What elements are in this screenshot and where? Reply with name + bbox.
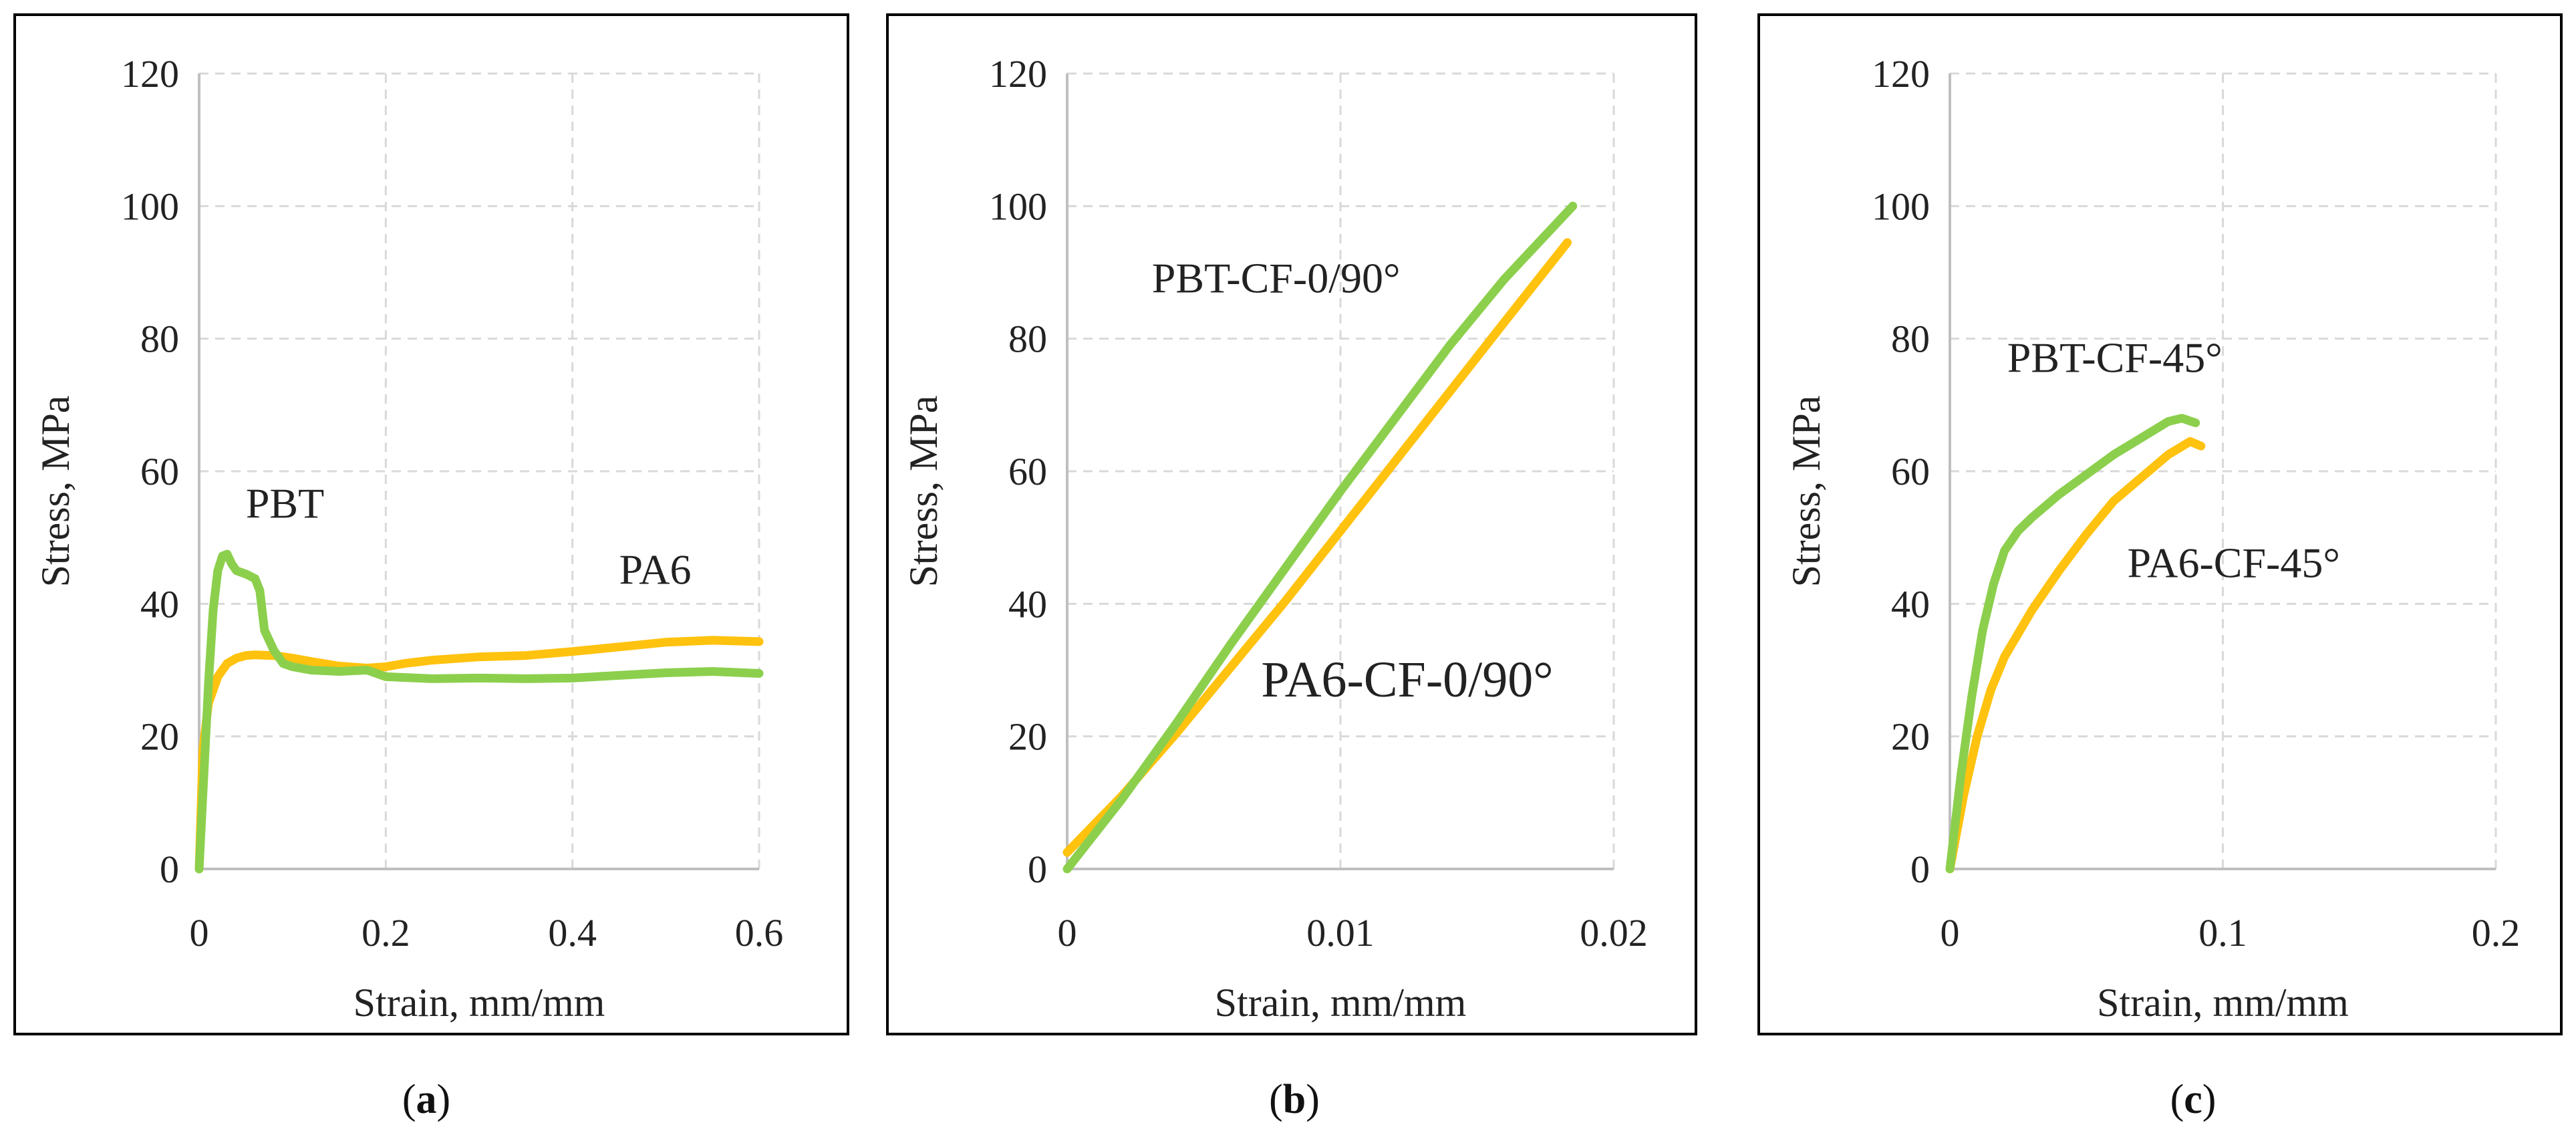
- panel-frame: [886, 13, 1697, 1035]
- y-tick-label: 100: [121, 184, 179, 228]
- y-tick-label: 60: [1891, 450, 1930, 493]
- y-tick-label: 40: [140, 582, 179, 626]
- caption-close: ): [437, 1077, 451, 1122]
- caption-open: (: [2170, 1077, 2184, 1122]
- y-tick-label: 0: [1910, 848, 1930, 891]
- annotation-label: PA6-CF-0/90°: [1261, 652, 1553, 708]
- y-tick-label: 80: [1891, 318, 1930, 361]
- y-tick-label: 20: [140, 715, 179, 759]
- y-tick-label: 40: [1891, 582, 1930, 626]
- series-line-pbt: [1062, 201, 1578, 874]
- series-line-pbt: [194, 549, 764, 874]
- y-tick-label: 60: [1008, 450, 1047, 493]
- y-axis-label: Stress, MPa: [33, 396, 78, 588]
- y-tick-label: 120: [989, 52, 1047, 96]
- y-tick-label: 20: [1008, 715, 1047, 759]
- annotation-label: PBT: [246, 479, 324, 527]
- y-axis-label: Stress, MPa: [901, 396, 946, 588]
- x-axis-label: Strain, mm/mm: [1215, 981, 1467, 1025]
- y-tick-label: 40: [1008, 582, 1047, 626]
- caption-letter: c: [2184, 1077, 2202, 1122]
- caption-open: (: [1269, 1077, 1283, 1122]
- series-line-pa6: [194, 636, 764, 874]
- y-tick-label: 0: [1028, 848, 1047, 891]
- x-tick-label: 0.2: [362, 911, 410, 955]
- x-tick-label: 0.2: [2472, 911, 2521, 955]
- y-tick-label: 100: [989, 184, 1047, 228]
- x-axis-label: Strain, mm/mm: [2097, 981, 2349, 1025]
- annotation-label: PA6-CF-45°: [2128, 539, 2340, 587]
- panel-frame: [13, 13, 849, 1035]
- y-tick-label: 120: [121, 52, 179, 96]
- x-tick-label: 0.01: [1306, 911, 1375, 955]
- panel-c: 0 20 40 60 80 100 120 0 0.1 0.2 Strain, mm/mm Stres…: [1757, 13, 2563, 1122]
- y-tick-label: 80: [140, 318, 179, 361]
- x-tick-label: 0: [1058, 911, 1077, 955]
- panel-caption: (c): [2170, 1077, 2216, 1122]
- annotation-label: PBT-CF-45°: [2007, 334, 2223, 381]
- caption-letter: b: [1283, 1077, 1306, 1122]
- panel-frame: [1757, 13, 2563, 1035]
- y-tick-label: 20: [1891, 715, 1930, 759]
- x-tick-label: 0: [1941, 911, 1960, 955]
- panel-b: 0 20 40 60 80 100 120 0 0.01 0.02 Strain, mm/mm Str…: [886, 13, 1697, 1122]
- series-line-pa6: [1062, 238, 1572, 857]
- panel-a: 0 20 40 60 80 100 120 0 0.2 0.4 0.6 Strain, mm/mm St…: [13, 13, 849, 1122]
- series-line-pa6: [1945, 436, 2206, 874]
- series-line-pbt: [1945, 414, 2200, 874]
- x-tick-label: 0.6: [735, 911, 784, 955]
- y-tick-label: 100: [1872, 184, 1930, 228]
- x-tick-label: 0.4: [548, 911, 597, 955]
- caption-open: (: [402, 1077, 416, 1122]
- x-tick-label: 0: [190, 911, 209, 955]
- caption-close: ): [2202, 1077, 2216, 1122]
- y-axis-label: Stress, MPa: [1784, 396, 1828, 588]
- y-tick-label: 80: [1008, 318, 1047, 361]
- caption-close: ): [1306, 1077, 1320, 1122]
- x-axis-label: Strain, mm/mm: [353, 981, 605, 1025]
- panel-caption: (b): [1269, 1077, 1320, 1122]
- annotation-label: PBT-CF-0/90°: [1152, 254, 1401, 301]
- y-tick-label: 120: [1872, 52, 1930, 96]
- y-tick-label: 0: [160, 848, 179, 891]
- annotation-label: PA6: [619, 546, 692, 594]
- x-tick-label: 0.02: [1580, 911, 1648, 955]
- x-tick-label: 0.1: [2198, 911, 2247, 955]
- y-tick-label: 60: [140, 450, 179, 493]
- panel-caption: (a): [402, 1077, 450, 1122]
- caption-letter: a: [416, 1077, 437, 1122]
